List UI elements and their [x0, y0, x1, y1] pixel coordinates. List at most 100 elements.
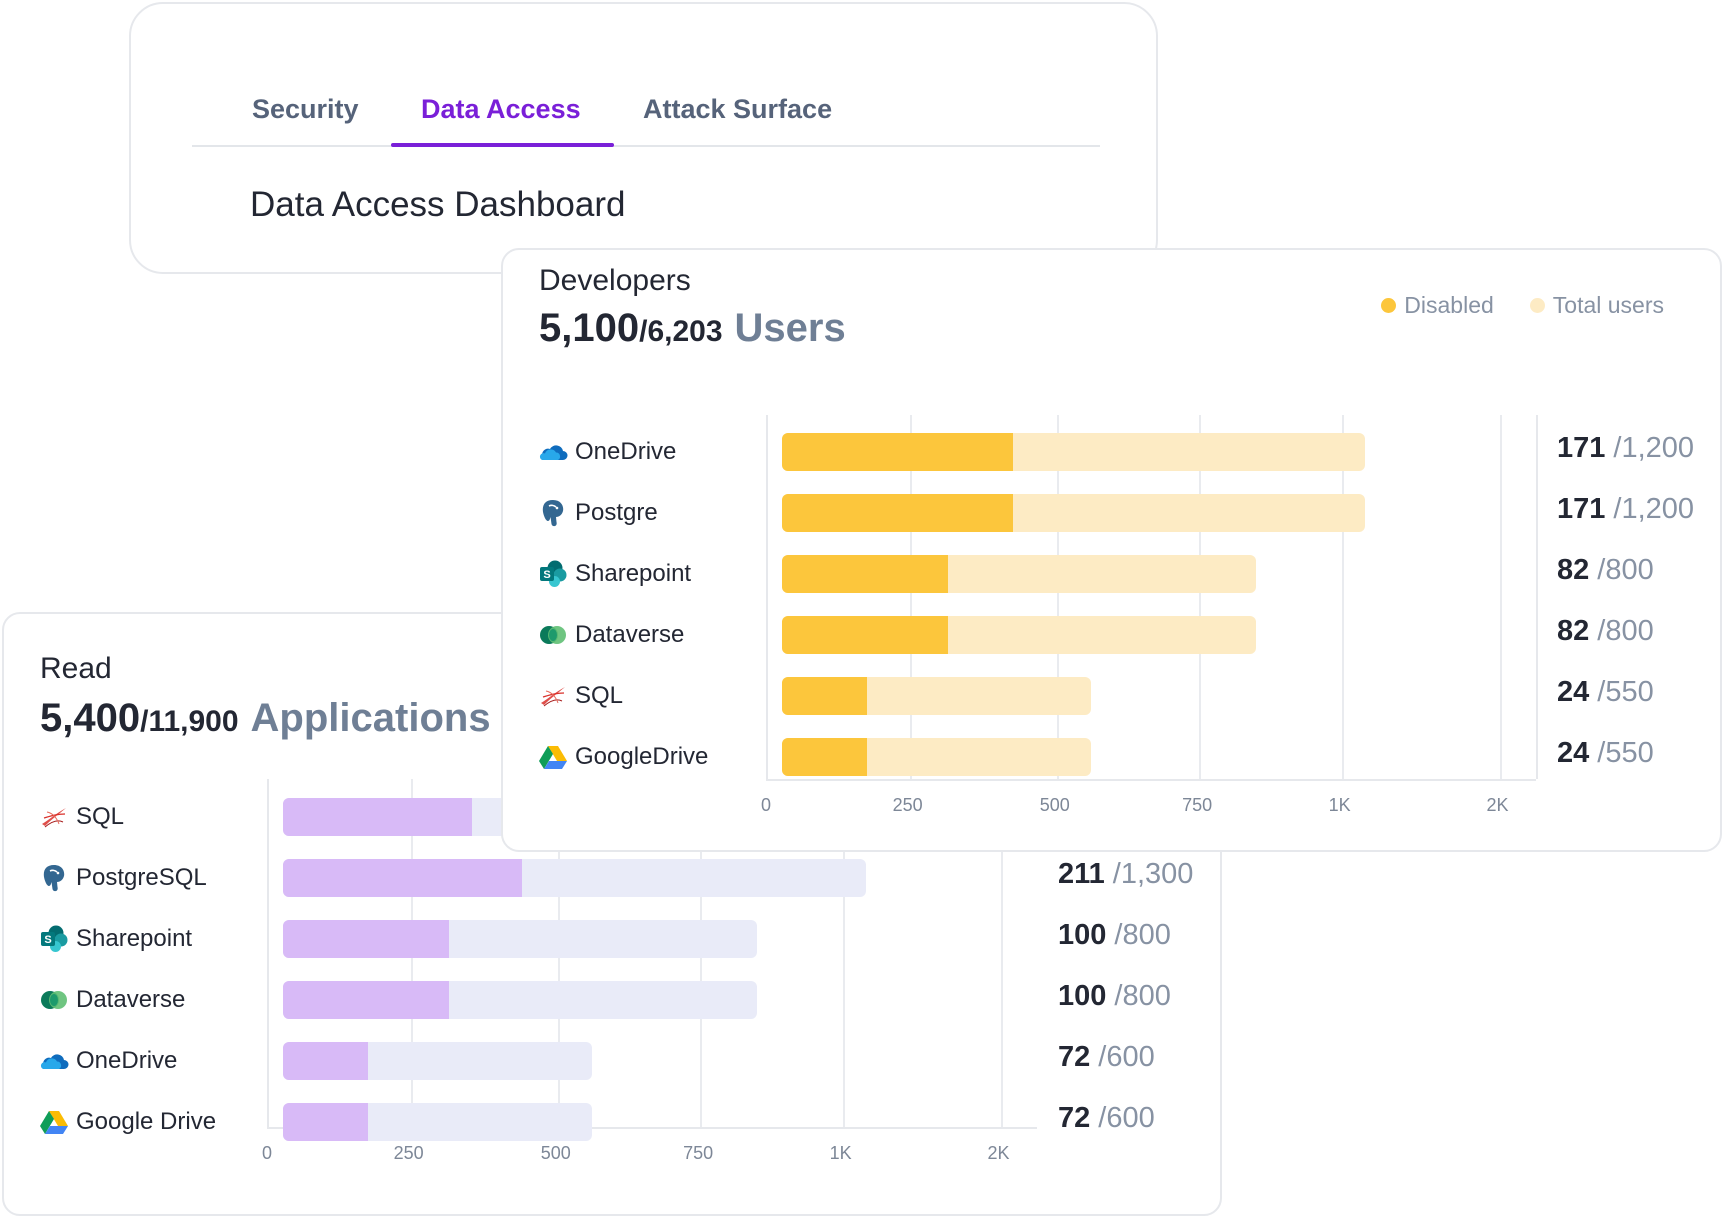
row-label-text: Google Drive: [76, 1108, 217, 1135]
value-total: /800: [1597, 615, 1654, 647]
row-value: 82/800: [1557, 554, 1654, 587]
value-total: /800: [1114, 980, 1171, 1012]
bar-total[interactable]: [782, 738, 1091, 776]
bar-total[interactable]: [782, 677, 1091, 715]
value-total: /600: [1098, 1041, 1155, 1073]
row-label-text: GoogleDrive: [575, 743, 709, 770]
row-value: 72/600: [1058, 1041, 1155, 1074]
row-label-text: SQL: [76, 803, 125, 830]
chart-headline: 5,100 /6,203 Users: [539, 306, 846, 351]
headline-unit: Users: [734, 306, 846, 350]
gridline: [1199, 415, 1202, 779]
row-label-text: Sharepoint: [575, 560, 692, 587]
row-value: 24/550: [1557, 676, 1654, 709]
bar-total[interactable]: [782, 616, 1257, 654]
bar-fill[interactable]: [782, 677, 868, 715]
bar-total[interactable]: [283, 920, 758, 958]
onedrive-icon: [537, 436, 569, 468]
bar-fill[interactable]: [283, 859, 523, 897]
headline-unit: Applications: [250, 696, 491, 740]
value-count: 72: [1058, 1041, 1091, 1073]
value-total: /800: [1114, 919, 1171, 951]
value-count: 171: [1557, 432, 1606, 464]
row-label-text: Postgre: [575, 499, 658, 526]
dataverse-icon: [537, 619, 569, 651]
value-total: /600: [1098, 1102, 1155, 1134]
row-value: 171/1,200: [1557, 432, 1694, 465]
row-label-text: PostgreSQL: [76, 864, 207, 891]
legend-label: Disabled: [1404, 292, 1494, 318]
gridline: [1341, 415, 1344, 779]
row-label-text: OneDrive: [76, 1047, 178, 1074]
row-value: 211/1,300: [1058, 858, 1193, 891]
row-label: GoogleDrive: [537, 737, 708, 777]
bar-total[interactable]: [283, 1103, 592, 1141]
tab-attack-surface[interactable]: Attack Surface: [643, 94, 833, 124]
row-label: S Sharepoint: [537, 554, 691, 594]
bar-fill[interactable]: [283, 920, 449, 958]
row-label: OneDrive: [537, 432, 676, 472]
row-label: OneDrive: [38, 1041, 177, 1081]
value-count: 171: [1557, 493, 1606, 525]
bar-fill[interactable]: [283, 981, 449, 1019]
bar-fill[interactable]: [283, 1042, 369, 1080]
row-label: Postgre: [537, 493, 658, 533]
page-title: Data Access Dashboard: [250, 185, 626, 224]
bar-total[interactable]: [283, 1042, 592, 1080]
bar-fill[interactable]: [283, 798, 473, 836]
bar-total[interactable]: [283, 981, 758, 1019]
sql-server-icon: [537, 680, 569, 712]
x-tick-label: 0: [760, 795, 772, 815]
bar-total[interactable]: [782, 433, 1366, 471]
x-tick-label: 250: [393, 1143, 424, 1163]
gridline: [1056, 415, 1059, 779]
postgresql-icon: [537, 497, 569, 529]
x-tick-label: 750: [683, 1143, 714, 1163]
x-tick-label: 2K: [987, 1143, 1010, 1163]
bar-total[interactable]: [782, 555, 1257, 593]
svg-text:S: S: [543, 569, 550, 581]
value-count: 100: [1058, 919, 1107, 951]
x-tick-label: 2K: [1486, 795, 1509, 815]
value-count: 72: [1058, 1102, 1091, 1134]
row-label: SQL: [537, 676, 623, 716]
value-total: /1,200: [1613, 493, 1695, 525]
tab-security[interactable]: Security: [252, 94, 359, 124]
row-label-text: OneDrive: [575, 438, 677, 465]
row-label-text: SQL: [575, 682, 624, 709]
legend-item-disabled: Disabled: [1381, 292, 1494, 319]
x-tick-label: 0: [261, 1143, 273, 1163]
gridline: [842, 779, 845, 1127]
developers-plot-area: [766, 415, 1538, 781]
value-total: /550: [1597, 676, 1654, 708]
value-count: 100: [1058, 980, 1107, 1012]
bar-fill[interactable]: [782, 616, 948, 654]
row-value: 72/600: [1058, 1102, 1155, 1135]
google-drive-icon: [537, 741, 569, 773]
bar-total[interactable]: [782, 494, 1366, 532]
chart-legend: Disabled Total users: [1345, 292, 1664, 319]
row-value: 24/550: [1557, 737, 1654, 770]
bar-fill[interactable]: [782, 433, 1013, 471]
read-plot-area: [267, 779, 1037, 1141]
bar-fill[interactable]: [283, 1103, 369, 1141]
sharepoint-icon: S: [38, 923, 70, 955]
row-label-text: Sharepoint: [76, 925, 193, 952]
developers-chart-card: Developers 5,100 /6,203 Users Disabled T…: [501, 248, 1722, 852]
bar-fill[interactable]: [782, 494, 1013, 532]
bar-fill[interactable]: [782, 555, 948, 593]
svg-text:S: S: [44, 934, 51, 946]
x-tick-label: 1K: [829, 1143, 852, 1163]
value-count: 24: [1557, 676, 1590, 708]
x-tick-label: 500: [540, 1143, 571, 1163]
onedrive-icon: [38, 1045, 70, 1077]
active-tab-indicator: [391, 143, 614, 147]
row-label-text: Dataverse: [76, 986, 186, 1013]
bar-fill[interactable]: [782, 738, 868, 776]
chart-title: Read: [40, 652, 112, 685]
row-label: S Sharepoint: [38, 919, 192, 959]
value-total: /1,200: [1613, 432, 1695, 464]
value-total: /1,300: [1112, 858, 1194, 890]
bar-total[interactable]: [283, 859, 867, 897]
tab-data-access[interactable]: Data Access: [421, 94, 581, 124]
